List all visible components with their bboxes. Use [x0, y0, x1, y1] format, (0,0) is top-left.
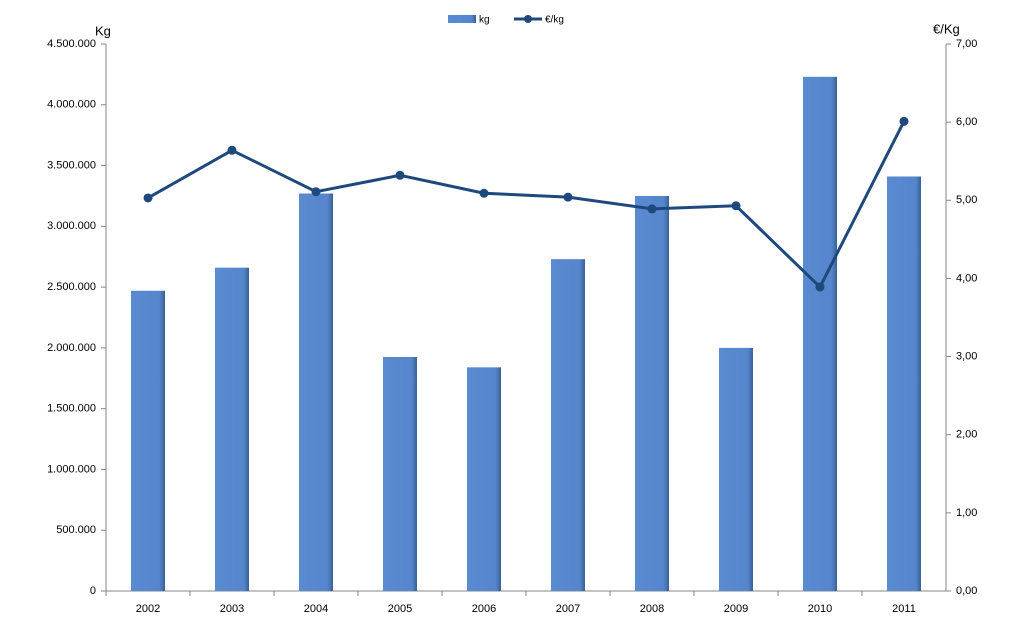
line-marker — [227, 145, 237, 155]
bar — [551, 259, 585, 591]
y2-tick-label: 5,00 — [956, 194, 977, 206]
y-axis-title: Kg — [95, 23, 111, 38]
line-marker — [563, 192, 573, 202]
x-tick-label: 2004 — [304, 603, 328, 615]
x-tick-label: 2008 — [640, 603, 664, 615]
x-tick-label: 2009 — [724, 603, 748, 615]
y-tick-label: 4.500.000 — [47, 38, 96, 50]
bar — [467, 367, 501, 591]
x-tick-label: 2003 — [220, 603, 244, 615]
line-marker — [899, 116, 909, 126]
line-marker — [731, 201, 741, 211]
y2-tick-label: 1,00 — [956, 507, 977, 519]
y2-tick-label: 6,00 — [956, 116, 977, 128]
bar — [131, 290, 165, 591]
x-tick-label: 2006 — [472, 603, 496, 615]
y-tick-label: 3.500.000 — [47, 159, 96, 171]
legend-label: €/kg — [545, 15, 564, 26]
x-tick-label: 2002 — [136, 603, 160, 615]
line-marker — [479, 188, 489, 198]
x-tick-label: 2005 — [388, 603, 412, 615]
y-tick-label: 2.000.000 — [47, 342, 96, 354]
y2-tick-label: 4,00 — [956, 272, 977, 284]
y2-axis-title: €/Kg — [933, 21, 960, 36]
line-marker — [311, 187, 321, 197]
y2-tick-label: 2,00 — [956, 429, 977, 441]
y-tick-label: 1.500.000 — [47, 403, 96, 415]
legend-swatch — [448, 15, 476, 23]
y2-tick-label: 3,00 — [956, 350, 977, 362]
line-marker — [815, 282, 825, 292]
y-tick-label: 500.000 — [56, 524, 96, 536]
y-tick-label: 0 — [90, 585, 96, 597]
bar — [803, 76, 837, 591]
bar — [719, 347, 753, 591]
x-tick-label: 2010 — [808, 603, 832, 615]
bar — [215, 267, 249, 591]
y2-tick-label: 0,00 — [956, 585, 977, 597]
line-marker — [143, 193, 153, 203]
bar — [299, 193, 333, 591]
line-marker — [647, 204, 657, 214]
x-tick-label: 2007 — [556, 603, 580, 615]
bar — [383, 357, 417, 591]
bar — [635, 195, 669, 591]
legend-swatch — [524, 15, 532, 23]
y-tick-label: 4.000.000 — [47, 99, 96, 111]
line — [147, 120, 906, 290]
y-tick-label: 3.000.000 — [47, 220, 96, 232]
x-tick-label: 2011 — [892, 603, 916, 615]
y-tick-label: 1.000.000 — [47, 463, 96, 475]
line-marker — [395, 170, 405, 180]
y-tick-label: 2.500.000 — [47, 281, 96, 293]
bar — [887, 176, 921, 592]
legend-label: kg — [479, 15, 490, 26]
y2-tick-label: 7,00 — [956, 38, 977, 50]
